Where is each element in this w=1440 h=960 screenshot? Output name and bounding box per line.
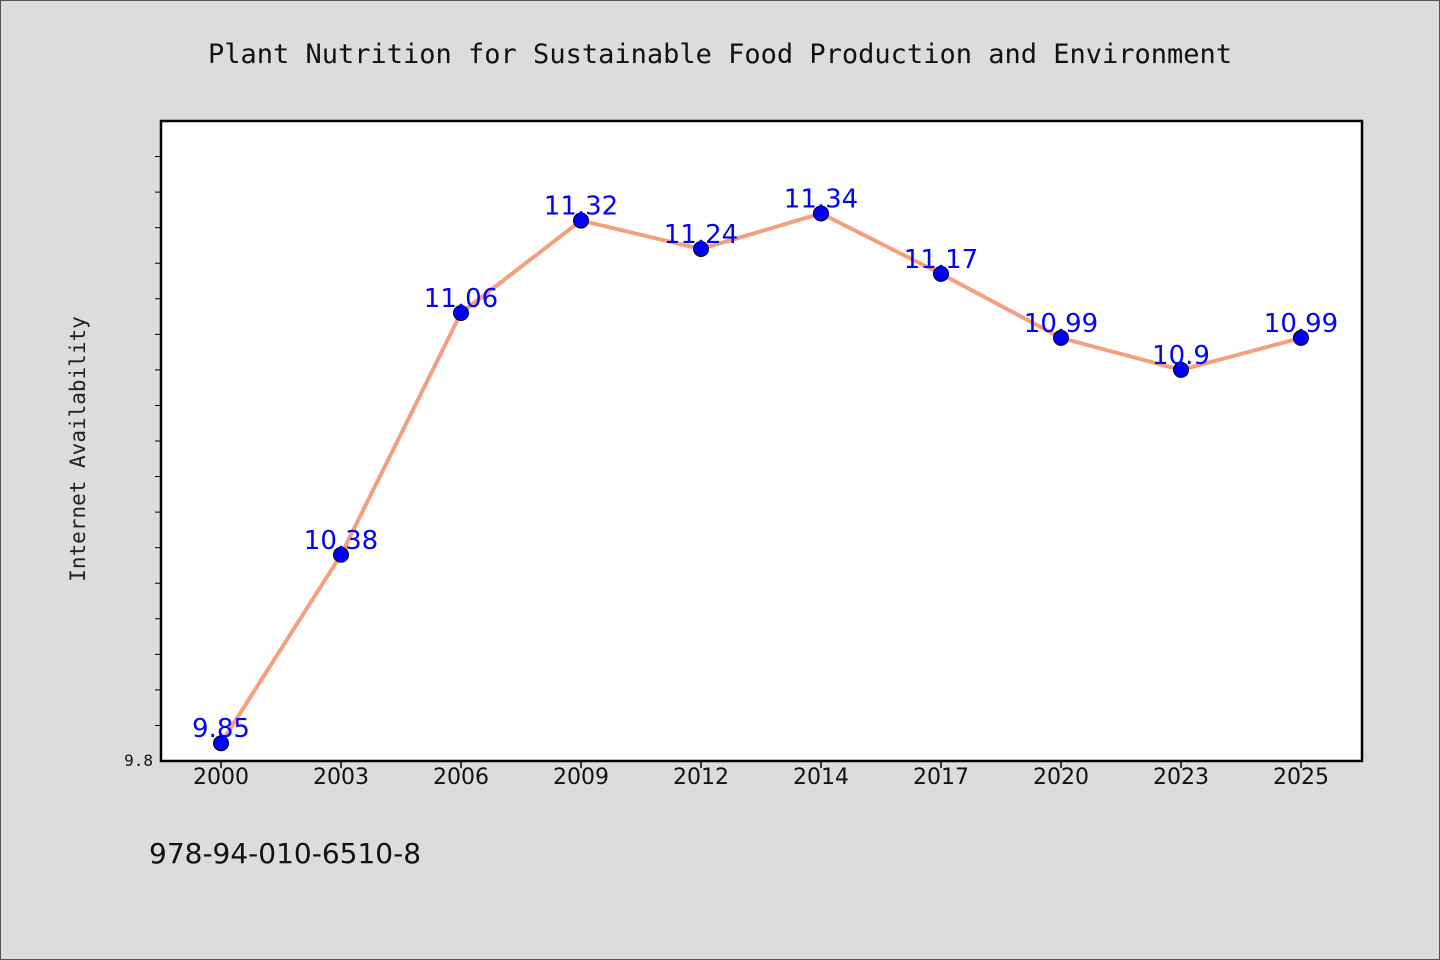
data-labels: 9.85 10.38 11.06 11.32 11.24 11.34 11.17 10.99 1… bbox=[192, 184, 1338, 744]
data-point-marker bbox=[1293, 329, 1309, 346]
data-point-marker bbox=[693, 241, 709, 257]
data-point-marker bbox=[933, 265, 949, 282]
y-minor-ticks bbox=[155, 156, 161, 726]
x-tick-label: 2009 bbox=[553, 765, 609, 790]
x-tick-label: 2020 bbox=[1033, 765, 1089, 790]
data-point-marker bbox=[213, 735, 229, 752]
series-markers bbox=[213, 205, 1309, 752]
y-tick-labels: 9.8 bbox=[124, 751, 153, 770]
data-point-label: 11.17 bbox=[904, 245, 978, 275]
data-point-label: 11.24 bbox=[664, 220, 738, 250]
data-point-label: 10.38 bbox=[304, 526, 378, 556]
data-point-label: 10.99 bbox=[1024, 309, 1098, 339]
footer-isbn: 978-94-010-6510-8 bbox=[149, 837, 421, 870]
x-tick-label: 2006 bbox=[433, 765, 489, 790]
x-tick-label: 2014 bbox=[793, 765, 849, 790]
y-axis-label: Internet Availability bbox=[66, 316, 90, 582]
data-point-label: 11.06 bbox=[424, 284, 498, 314]
x-ticks bbox=[220, 761, 1302, 768]
data-point-label: 10.99 bbox=[1264, 309, 1338, 339]
data-point-marker bbox=[453, 305, 469, 321]
plot-area bbox=[159, 119, 1364, 763]
x-tick-label: 2003 bbox=[313, 765, 369, 790]
data-point-label: 10.9 bbox=[1152, 341, 1210, 371]
data-point-label: 9.85 bbox=[192, 714, 250, 744]
x-tick-label: 2000 bbox=[193, 765, 249, 790]
data-point-marker bbox=[1173, 361, 1189, 378]
data-point-marker bbox=[813, 205, 829, 222]
series-line bbox=[219, 211, 1302, 745]
x-tick-labels: 2000 2003 2006 2009 2012 2014 2017 2020 2023 2025 bbox=[193, 765, 1329, 790]
data-point-label: 11.32 bbox=[544, 192, 618, 222]
x-tick-label: 2017 bbox=[913, 765, 969, 790]
data-point-marker bbox=[573, 212, 589, 229]
x-tick-label: 2023 bbox=[1153, 765, 1209, 790]
x-tick-label: 2012 bbox=[673, 765, 729, 790]
chart-title: Plant Nutrition for Sustainable Food Pro… bbox=[208, 39, 1232, 70]
data-point-marker bbox=[333, 546, 349, 563]
data-point-label: 11.34 bbox=[784, 184, 858, 214]
x-tick-label: 2025 bbox=[1273, 765, 1329, 790]
y-tick-label: 9.8 bbox=[124, 751, 153, 770]
data-point-marker bbox=[1053, 329, 1069, 346]
